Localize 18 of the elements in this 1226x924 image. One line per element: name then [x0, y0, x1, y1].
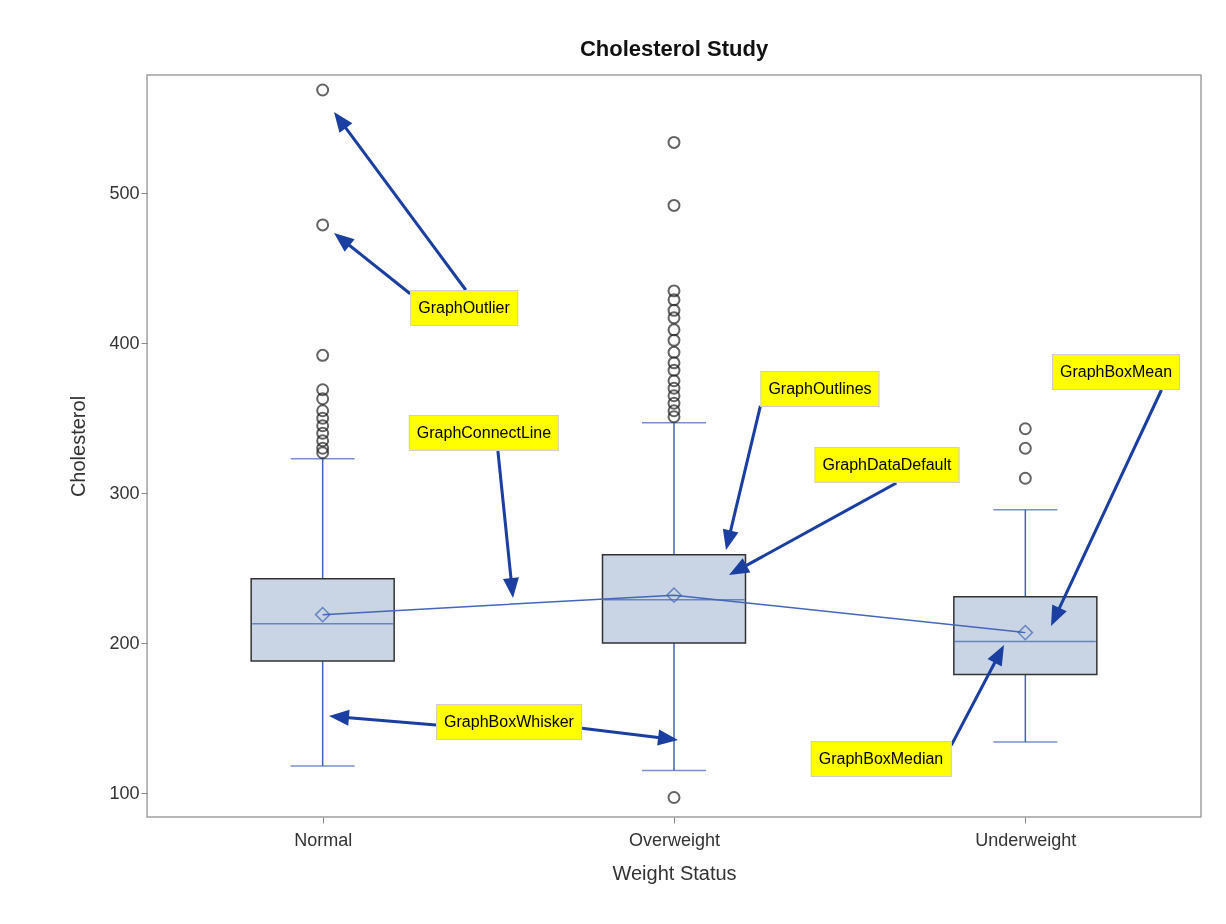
y-axis-title: Cholesterol: [67, 395, 90, 498]
x-axis-title: Weight Status: [612, 861, 737, 884]
annotation: GraphOutlier: [410, 290, 518, 326]
y-tick-label: 400: [109, 332, 140, 353]
x-tick-label: Underweight: [975, 829, 1077, 850]
chart-title: Cholesterol Study: [579, 36, 769, 61]
y-tick-label: 500: [109, 182, 140, 203]
annotation: GraphBoxMean: [1051, 354, 1181, 390]
annotation: GraphOutlines: [760, 371, 880, 407]
x-tick-label: Normal: [294, 829, 353, 850]
annotation: GraphBoxWhisker: [436, 704, 582, 740]
annotation: GraphConnectLine: [408, 415, 560, 451]
annotation: GraphDataDefault: [814, 447, 960, 483]
y-tick-label: 300: [109, 482, 140, 503]
x-tick-label: Overweight: [628, 829, 721, 850]
y-tick-label: 100: [109, 782, 140, 803]
annotation: GraphBoxMedian: [810, 741, 952, 777]
y-tick-label: 200: [109, 632, 140, 653]
